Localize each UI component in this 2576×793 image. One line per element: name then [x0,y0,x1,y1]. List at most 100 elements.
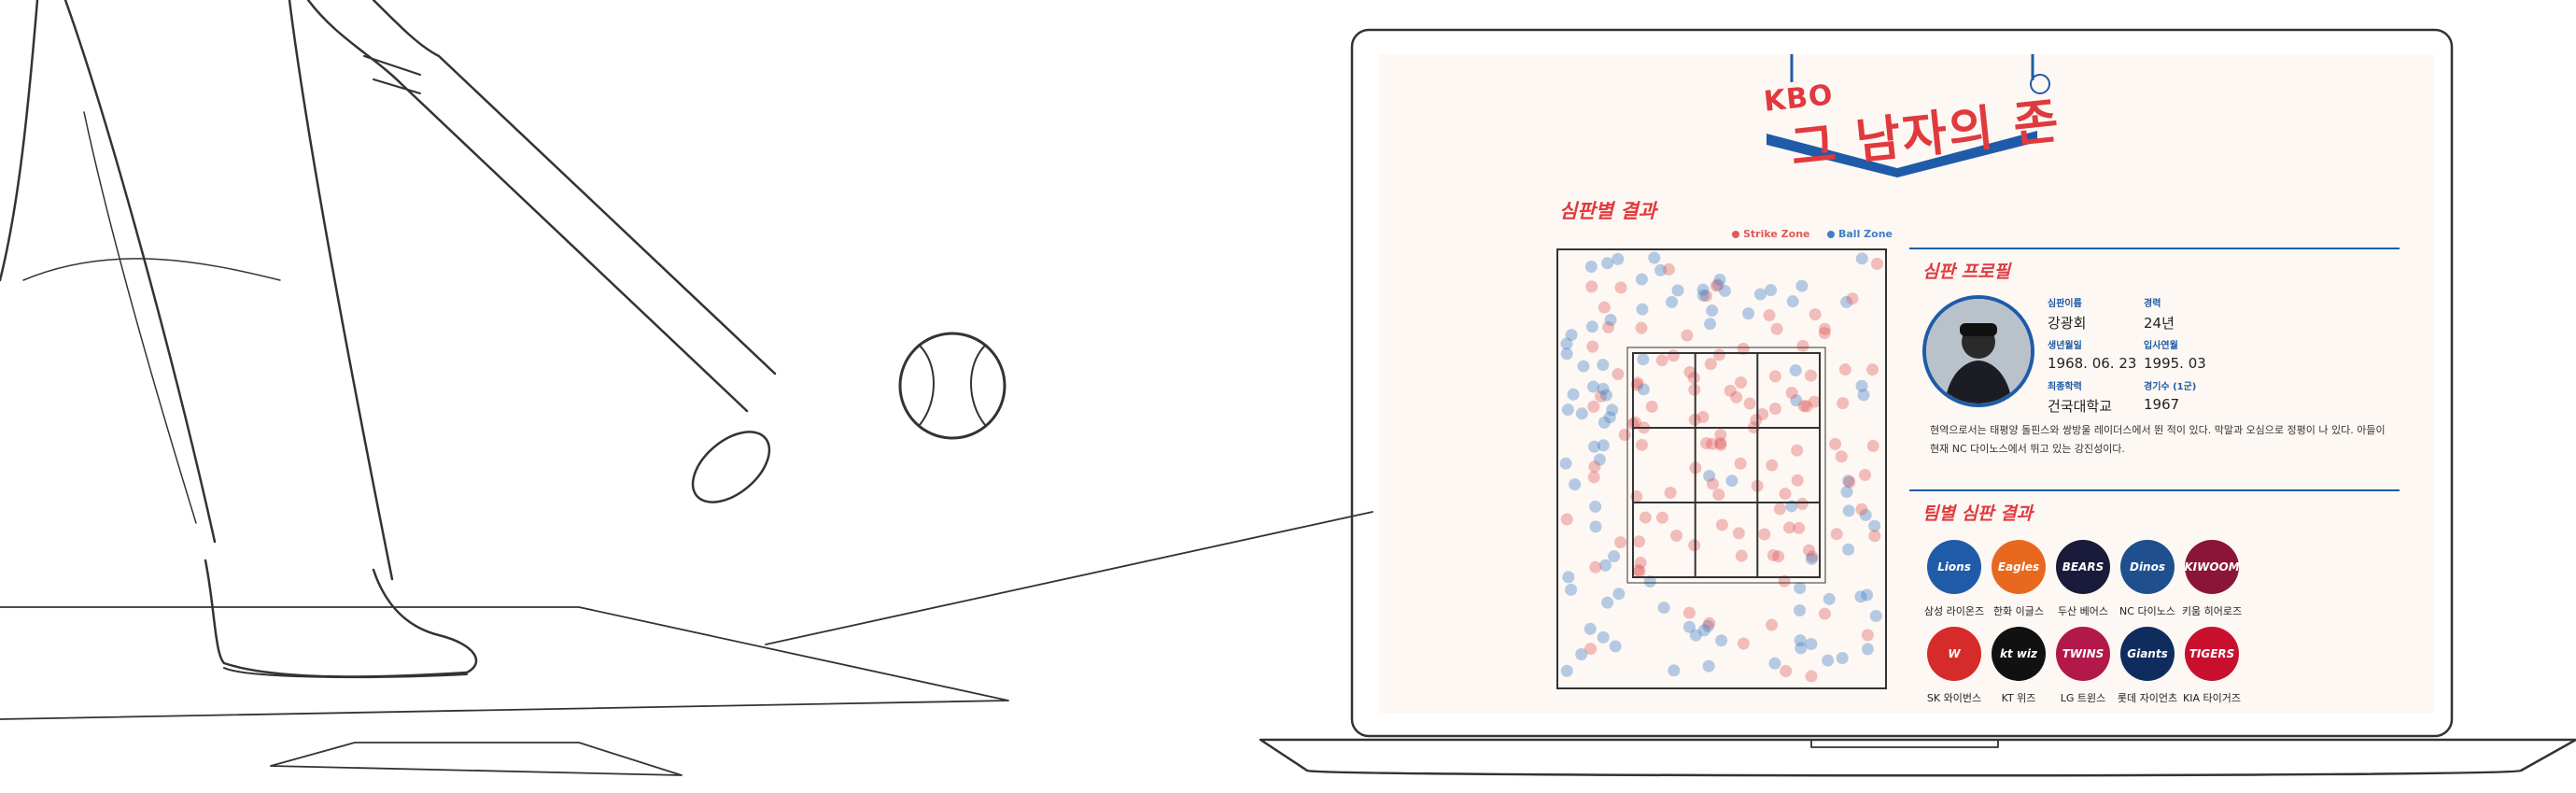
team-2[interactable]: BEARS 두산 베어스 [2048,540,2119,618]
profile-label: 최종학력 [2048,382,2082,392]
pitch-dot [1597,439,1610,452]
pitch-dot [1612,588,1626,601]
profile-field-2: 생년월일 1968. 06. 23 [2048,337,2136,372]
pitch-dot [1790,394,1803,407]
bat-end [691,431,771,503]
umpire-photo [1926,299,2031,404]
pitch-dot [1602,320,1615,333]
pitch-dot [1597,382,1610,395]
pitch-dot [1682,620,1696,633]
header-logo-graphic [1767,54,2050,177]
pitch-dot [1664,487,1677,500]
pitch-zone-plot [1556,248,1887,689]
pitch-dot [1560,337,1573,350]
team-logo-icon: KIWOOM [2184,540,2240,594]
pitch-dot [1595,389,1608,403]
team-4[interactable]: KIWOOM 키움 히어로즈 [2176,540,2247,618]
pitch-dot [1598,301,1611,314]
team-logo-icon: W [1927,627,1981,681]
pitch-dot [1604,313,1617,326]
pitch-dot [1794,634,1807,647]
pitch-dot [1636,303,1649,316]
pitch-dot [1763,308,1776,321]
pitch-dot [1772,550,1785,563]
pitch-dot [1584,260,1598,273]
pitch-dot [1655,511,1668,524]
pitch-dot [1585,320,1598,333]
pitch-dot [1805,552,1818,565]
pitch-dot [1785,387,1798,400]
team-8[interactable]: Giants 롯데 자이언츠 [2112,627,2183,705]
pitch-dot [1858,469,1871,482]
pitch-dot [1687,372,1700,385]
pitch-dot [1742,307,1755,320]
profile-value: 24년 [2144,315,2175,332]
team-1[interactable]: Eagles 한화 이글스 [1983,540,2054,618]
pitch-dot [1805,637,1818,650]
pitch-dot [1734,457,1747,470]
pitch-dot [1866,439,1879,452]
pitch-dot [1779,488,1792,501]
pitch-dot [1704,358,1717,371]
pitch-dot [1587,471,1600,484]
team-5[interactable]: W SK 와이번스 [1919,627,1990,705]
pitch-dot [1710,279,1723,292]
pitch-dot [1767,548,1780,561]
pitch-dot [1868,519,1881,532]
pitch-dot [1768,370,1781,383]
team-0[interactable]: Lions 삼성 라이온즈 [1919,540,1990,618]
team-logo-icon: TWINS [2056,627,2110,681]
pitch-dot [1822,654,1835,667]
pitch-dot [1669,529,1682,542]
pitch-dot [1782,521,1795,534]
team-9[interactable]: TIGERS KIA 타이거즈 [2176,627,2247,705]
team-logo-icon: BEARS [2056,540,2110,594]
chart-section-title: 심판별 결과 [1559,200,1656,222]
team-7[interactable]: TWINS LG 트윈스 [2048,627,2119,705]
pitch-dot [1633,565,1646,578]
pitch-dot [1657,602,1670,615]
pitch-dot [1780,665,1793,678]
pitch-dot [1714,429,1727,442]
pitch-dot [1730,390,1743,404]
team-name: NC 다이노스 [2119,605,2175,617]
pitch-dot [1846,292,1859,305]
pitch-dot [1855,503,1868,516]
team-3[interactable]: Dinos NC 다이노스 [2112,540,2183,618]
profile-section-title: 심판 프로필 [1922,262,2011,282]
pitch-dot [1714,438,1727,451]
baseball-bat [306,0,777,413]
pitch-dot [1689,629,1702,642]
pitch-dot [1667,349,1680,362]
pitch-dot [1586,340,1599,353]
pitch-dot [1793,521,1806,534]
pitch-dot [1655,354,1668,367]
pitch-dot [1843,475,1856,489]
legend-strike-label: Strike Zone [1743,228,1810,240]
pitch-dot [1732,527,1745,540]
pitch-dot [1823,592,1836,605]
team-logo-icon: Dinos [2120,540,2175,594]
pitch-dot [1768,403,1781,416]
pitch-dot [1854,590,1867,603]
team-6[interactable]: kt wiz KT 위즈 [1983,627,2054,705]
pitch-scatter-svg [1559,251,1884,683]
pitch-dot [1633,535,1646,548]
pitch-dot [1608,550,1621,563]
pitch-dot [1599,389,1612,402]
team-logo-icon: Giants [2120,627,2175,681]
pitch-dot [1796,339,1809,352]
pitch-dot [1599,559,1612,572]
pitch-dot [1861,629,1874,642]
pitch-dot [1681,329,1694,342]
pitch-dot [1789,364,1802,377]
pitch-dot [1809,308,1822,321]
pitch-dot [1567,388,1580,401]
pitch-dot [1559,457,1572,470]
pitch-dot [1603,411,1616,424]
pitch-dot [1795,279,1809,292]
pitch-dot [1743,397,1756,410]
profile-value: 1967 [2144,396,2180,413]
pitch-dot [1837,397,1850,410]
pitch-dot [1770,322,1783,335]
